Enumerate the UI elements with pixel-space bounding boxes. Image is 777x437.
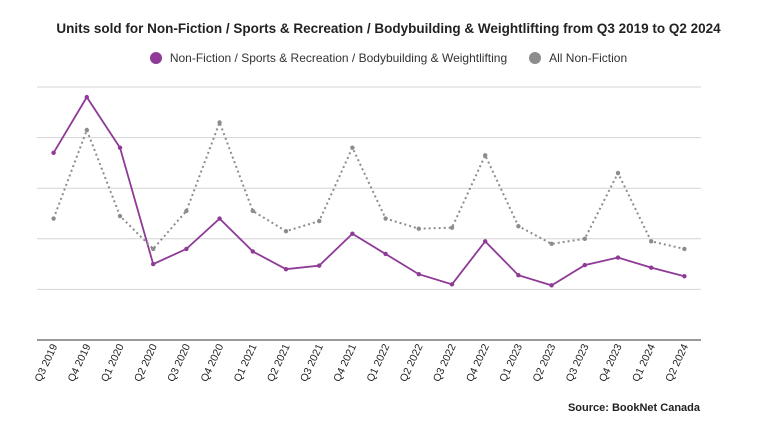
data-point-series-2-18[interactable]	[649, 239, 654, 244]
x-tick-label: Q3 2020	[165, 342, 193, 384]
data-point-series-1-15[interactable]	[549, 283, 554, 288]
x-tick-label: Q4 2022	[464, 342, 492, 384]
data-point-series-1-19[interactable]	[682, 274, 687, 279]
legend-label-series-2: All Non-Fiction	[549, 51, 628, 65]
data-point-series-1-12[interactable]	[449, 282, 455, 287]
data-point-series-1-16[interactable]	[582, 262, 587, 268]
data-point-series-2-8[interactable]	[317, 218, 322, 224]
data-point-series-2-2[interactable]	[117, 213, 123, 219]
x-tick-label: Q3 2021	[298, 342, 326, 384]
x-tick-label: Q3 2023	[564, 342, 592, 384]
data-point-series-2-6[interactable]	[250, 208, 255, 214]
legend-marker-series-1	[149, 52, 162, 64]
data-point-series-1-2[interactable]	[117, 145, 123, 150]
source-note: Source: BookNet Canada	[567, 402, 700, 414]
x-tick-label: Q4 2020	[198, 342, 226, 384]
grid-layer	[37, 86, 701, 341]
data-point-series-2-16[interactable]	[582, 236, 587, 241]
x-tick-label: Q2 2024	[663, 342, 691, 384]
data-point-series-2-1[interactable]	[84, 127, 90, 133]
data-point-series-1-17[interactable]	[615, 255, 621, 260]
data-point-series-2-11[interactable]	[416, 226, 421, 231]
x-tick-label: Q1 2021	[232, 342, 260, 384]
x-tick-label: Q4 2021	[331, 342, 359, 384]
x-tick-label: Q1 2022	[364, 342, 392, 384]
x-tick-label: Q2 2023	[530, 342, 558, 384]
data-point-series-1-10[interactable]	[383, 251, 388, 257]
data-point-series-1-8[interactable]	[317, 263, 322, 268]
x-tick-label: Q2 2020	[132, 342, 160, 384]
x-tick-label: Q1 2024	[630, 342, 658, 384]
chart-title: Units sold for Non-Fiction / Sports & Re…	[56, 21, 721, 36]
data-point-series-2-4[interactable]	[184, 208, 189, 214]
data-point-series-2-9[interactable]	[350, 145, 355, 150]
data-point-series-2-17[interactable]	[615, 170, 621, 176]
data-point-series-1-7[interactable]	[283, 266, 289, 272]
data-point-series-1-11[interactable]	[416, 272, 421, 277]
data-point-series-1-5[interactable]	[217, 216, 222, 221]
x-tick-label: Q1 2023	[497, 342, 525, 384]
data-point-series-2-14[interactable]	[516, 223, 521, 229]
x-tick-label: Q4 2023	[597, 342, 625, 384]
x-tick-label: Q2 2022	[398, 342, 426, 384]
legend-marker-series-2	[529, 52, 542, 64]
data-point-series-1-14[interactable]	[516, 273, 521, 278]
data-point-series-1-9[interactable]	[350, 231, 355, 236]
data-point-series-2-15[interactable]	[549, 241, 554, 247]
series-line-2	[52, 119, 685, 251]
data-point-series-2-0[interactable]	[51, 216, 56, 221]
legend-label-series-1: Non-Fiction / Sports & Recreation / Body…	[169, 51, 508, 65]
x-tick-label: Q2 2021	[265, 342, 293, 384]
data-point-series-2-13[interactable]	[483, 153, 488, 158]
series-line-1	[52, 95, 685, 287]
data-point-series-2-3[interactable]	[151, 246, 156, 252]
data-point-series-1-0[interactable]	[51, 150, 56, 155]
x-tick-label: Q3 2022	[431, 342, 459, 384]
x-tick-label: Q1 2020	[99, 342, 127, 384]
data-point-series-2-5[interactable]	[217, 120, 222, 125]
data-point-series-1-4[interactable]	[184, 246, 189, 252]
data-point-series-2-7[interactable]	[283, 229, 289, 234]
series-layer	[51, 94, 687, 288]
x-tick-label: Q4 2019	[66, 342, 94, 384]
data-point-series-2-10[interactable]	[383, 216, 388, 221]
data-point-series-1-1[interactable]	[84, 94, 90, 100]
legend-item-series-2[interactable]: All Non-Fiction	[529, 51, 627, 65]
data-point-series-2-19[interactable]	[682, 246, 687, 252]
data-point-series-2-12[interactable]	[449, 225, 455, 230]
x-tick-label: Q3 2019	[32, 342, 60, 384]
data-point-series-1-13[interactable]	[483, 239, 488, 244]
data-point-series-1-18[interactable]	[649, 265, 654, 270]
x-axis-tick-labels: Q3 2019 Q4 2019 Q1 2020 Q2 2020 Q3 2020 Q4 20…	[32, 342, 691, 384]
data-point-series-1-3[interactable]	[151, 261, 156, 267]
legend: Non-Fiction / Sports & Recreation / Body…	[0, 51, 777, 65]
legend-item-series-1[interactable]: Non-Fiction / Sports & Recreation / Body…	[149, 51, 508, 65]
data-point-series-1-6[interactable]	[250, 249, 255, 254]
